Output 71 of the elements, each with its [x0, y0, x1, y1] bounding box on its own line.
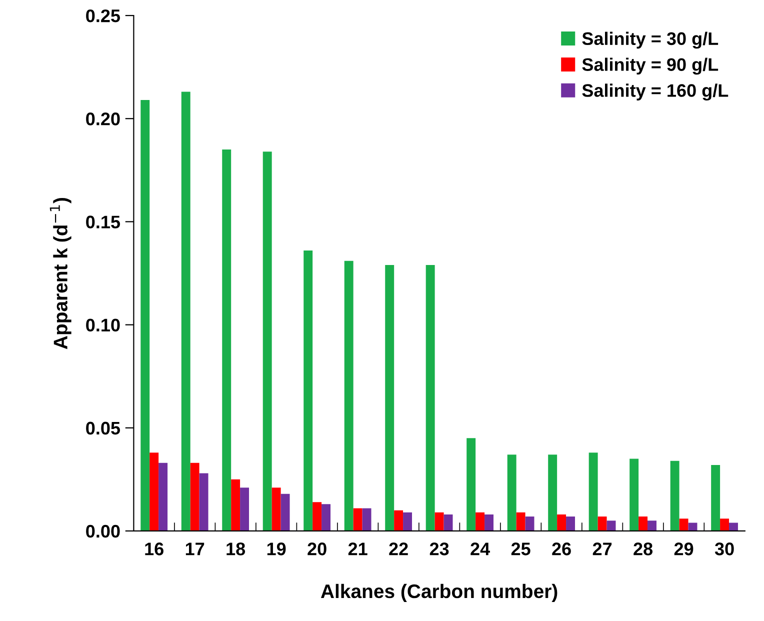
bar — [426, 264, 435, 531]
bar — [525, 516, 534, 531]
y-tick-label: 0.05 — [86, 422, 120, 435]
y-axis-title: Apparent k (d$^{−1}$) — [50, 198, 72, 350]
y-tick-label: 0.25 — [86, 9, 120, 22]
bar — [588, 452, 598, 531]
bar — [484, 514, 494, 531]
bar — [606, 520, 616, 531]
y-tick-label: 0.20 — [86, 112, 120, 126]
y-tick-label: 0.00 — [86, 524, 120, 538]
bar — [231, 479, 240, 531]
legend-label: Salinity = 160 g/L — [582, 84, 728, 101]
bar — [140, 100, 150, 531]
x-tick-label: 30 — [714, 542, 734, 556]
bar — [638, 516, 648, 531]
bar — [240, 488, 250, 531]
bar — [158, 462, 168, 531]
bar — [566, 516, 575, 531]
bar — [466, 438, 476, 531]
x-axis-title: Alkanes (Carbon number) — [320, 584, 558, 602]
x-tick-label: 19 — [267, 542, 286, 556]
bar — [385, 264, 394, 531]
bar — [312, 502, 322, 531]
x-tick-label: 25 — [511, 542, 530, 556]
x-tick-label: 24 — [470, 542, 490, 556]
x-tick-label: 26 — [552, 542, 571, 556]
legend-label: Salinity = 30 g/L — [582, 32, 718, 49]
bar — [557, 514, 566, 531]
bar — [222, 150, 232, 531]
bar — [304, 250, 313, 531]
x-tick-label: 23 — [430, 542, 449, 556]
bar — [403, 512, 412, 531]
bar — [476, 512, 485, 531]
bar — [344, 260, 354, 531]
bar — [434, 512, 444, 531]
bar — [548, 454, 558, 531]
bar — [688, 522, 698, 531]
bar — [679, 518, 688, 531]
y-tick-label: 0.15 — [86, 216, 120, 228]
x-tick-label: 27 — [592, 542, 612, 556]
x-tick-label: 20 — [308, 542, 326, 556]
x-tick-label: 18 — [226, 542, 246, 556]
bar — [280, 494, 290, 531]
bar — [353, 508, 362, 531]
bar — [598, 516, 607, 531]
bar — [394, 510, 404, 531]
x-tick-label: 22 — [389, 542, 408, 556]
bar — [272, 488, 281, 531]
bar — [516, 512, 526, 531]
x-tick-label: 17 — [186, 542, 204, 556]
bar — [507, 454, 516, 531]
x-tick-label: 16 — [145, 542, 164, 556]
bar — [648, 520, 656, 531]
y-tick-label: 0.10 — [86, 318, 120, 332]
bar — [720, 518, 730, 531]
bar — [150, 452, 159, 531]
bar — [711, 464, 720, 531]
bar — [262, 152, 272, 531]
bar — [444, 514, 453, 531]
bar — [670, 460, 680, 531]
bar — [729, 522, 738, 531]
x-tick-label: 21 — [348, 542, 368, 556]
bar — [199, 473, 208, 531]
bar — [322, 504, 331, 531]
legend-label: Salinity = 90 g/L — [582, 58, 718, 75]
x-tick-label: 28 — [634, 542, 653, 556]
bar — [181, 92, 190, 531]
bar — [362, 508, 372, 531]
bar — [630, 458, 639, 531]
x-tick-label: 29 — [674, 542, 694, 556]
bar — [190, 462, 200, 531]
